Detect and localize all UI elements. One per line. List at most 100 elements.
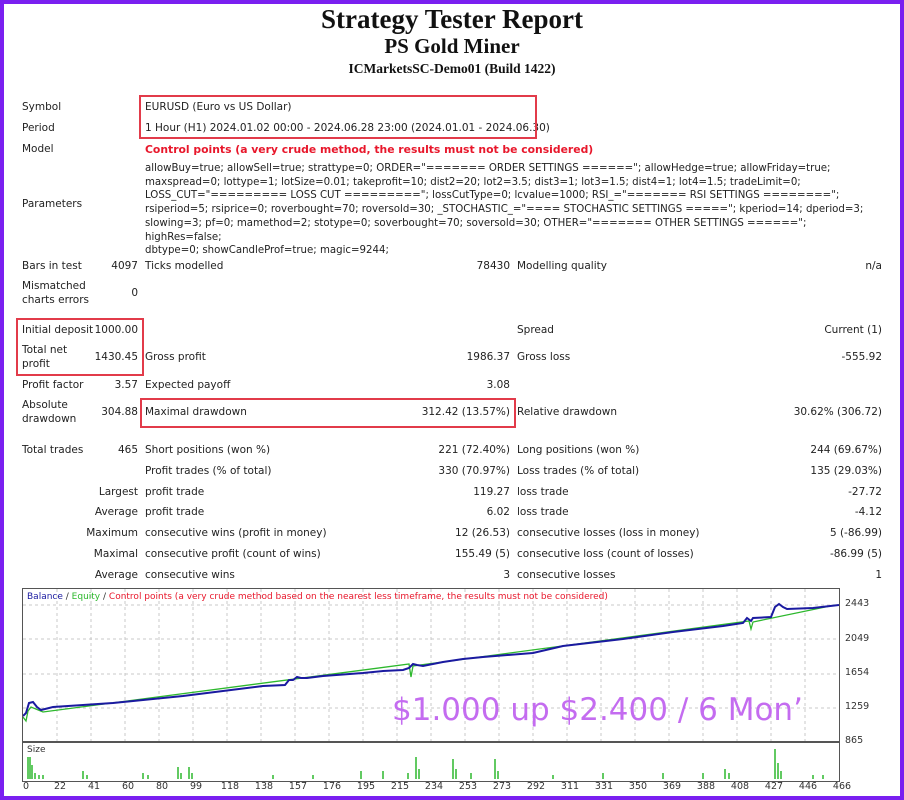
average-profit-value: 6.02	[486, 506, 510, 518]
profit-factor-value: 3.57	[114, 379, 138, 391]
x-tick-label: 292	[526, 781, 546, 792]
x-tick-label: 350	[628, 781, 648, 792]
avg-consecutive-losses-value: 1	[875, 569, 882, 581]
size-bars	[27, 749, 824, 779]
x-tick-label: 0	[22, 781, 30, 792]
x-tick-label: 41	[87, 781, 101, 792]
x-tick-label: 408	[730, 781, 750, 792]
profit-trades-value: 330 (70.97%)	[438, 465, 510, 477]
x-tick-label: 388	[696, 781, 716, 792]
largest-loss-label: loss trade	[517, 486, 569, 498]
y-tick-2443: 2443	[845, 598, 870, 609]
maximal-drawdown-label: Maximal drawdown	[145, 406, 247, 418]
balance-chart: Balance / Equity / Control points (a ver…	[22, 588, 840, 742]
model-label: Model	[22, 143, 54, 155]
ticks-modelled-value: 78430	[476, 260, 510, 272]
long-positions-value: 244 (69.67%)	[810, 444, 882, 456]
x-tick-label: 118	[220, 781, 240, 792]
gross-loss-label: Gross loss	[517, 351, 571, 363]
legend-equity: Equity	[71, 592, 101, 602]
profit-trades-label: Profit trades (% of total)	[145, 465, 272, 477]
x-tick-label: 446	[798, 781, 818, 792]
absolute-drawdown-label-2: drawdown	[22, 413, 77, 425]
largest-loss-value: -27.72	[848, 486, 882, 498]
symbol-period-highlight	[139, 95, 537, 139]
server-name: ICMarketsSC-Demo01 (Build 1422)	[348, 61, 556, 76]
avg-consecutive-losses-label: consecutive losses	[517, 569, 616, 581]
average-loss-value: -4.12	[854, 506, 882, 518]
parameters-line: allowBuy=true; allowSell=true; strattype…	[145, 163, 831, 174]
absolute-drawdown-value: 304.88	[101, 406, 138, 418]
loss-trades-label: Loss trades (% of total)	[517, 465, 640, 477]
x-tick-label: 99	[189, 781, 203, 792]
period-label: Period	[22, 122, 55, 134]
total-net-profit-label-2: profit	[22, 358, 50, 370]
max-drawdown-highlight	[140, 398, 516, 428]
balance-line	[23, 602, 839, 717]
x-tick-label: 176	[322, 781, 342, 792]
parameters-value: allowBuy=true; allowSell=true; strattype…	[145, 162, 885, 258]
parameters-line: dbtype=0; showCandleProf=true; magic=924…	[145, 245, 389, 257]
x-tick-label: 466	[832, 781, 852, 792]
parameters-line: rsiperiod=5; rsiprice=0; roverbought=70;…	[145, 204, 864, 216]
avg-consecutive-wins-label: consecutive wins	[145, 569, 235, 581]
average-loss-label: loss trade	[517, 506, 569, 518]
max-consecutive-losses-value: 5 (-86.99)	[829, 527, 882, 539]
maximal-consecutive-loss-label: consecutive loss (count of losses)	[517, 548, 694, 560]
x-tick-label: 234	[424, 781, 444, 792]
symbol-value: EURUSD (Euro vs US Dollar)	[145, 101, 292, 113]
size-panel: Size	[22, 741, 840, 782]
parameters-label: Parameters	[22, 198, 83, 210]
y-tick-2049: 2049	[845, 633, 870, 644]
relative-drawdown-value: 30.62% (306.72)	[793, 406, 882, 418]
symbol-label: Symbol	[22, 101, 62, 113]
x-tick-label: 195	[356, 781, 376, 792]
parameters-line: slowing=3; pf=0; mamethod=2; stotype=0; …	[145, 217, 807, 243]
x-tick-label: 60	[121, 781, 135, 792]
balance-chart-plot	[23, 589, 839, 741]
expected-payoff-value: 3.08	[486, 379, 510, 391]
period-value: 1 Hour (H1) 2024.01.02 00:00 - 2024.06.2…	[145, 122, 550, 134]
gross-loss-value: -555.92	[841, 351, 882, 363]
short-positions-value: 221 (72.40%)	[438, 444, 510, 456]
legend-control-points: Control points (a very crude method base…	[108, 592, 608, 602]
total-trades-label: Total trades	[22, 444, 84, 456]
maximum-label: Maximum	[86, 527, 138, 539]
size-label: Size	[27, 745, 46, 755]
chart-legend: Balance / Equity / Control points (a ver…	[27, 592, 608, 602]
x-tick-label: 369	[662, 781, 682, 792]
x-tick-label: 80	[155, 781, 169, 792]
mismatched-label-2: charts errors	[22, 294, 89, 306]
max-consecutive-wins-label: consecutive wins (profit in money)	[145, 527, 327, 539]
total-net-profit-label: Total net	[22, 344, 68, 356]
average-profit-label: profit trade	[145, 506, 205, 518]
maximal-label: Maximal	[93, 548, 138, 560]
largest-label: Largest	[98, 486, 138, 498]
average-label: Average	[94, 506, 138, 518]
mismatched-label: Mismatched	[22, 280, 86, 292]
max-consecutive-wins-value: 12 (26.53)	[455, 527, 510, 539]
largest-profit-value: 119.27	[473, 486, 510, 498]
x-tick-label: 157	[288, 781, 308, 792]
spread-value: Current (1)	[824, 324, 882, 336]
x-tick-label: 138	[254, 781, 274, 792]
expert-name: PS Gold Miner	[384, 34, 520, 58]
gross-profit-label: Gross profit	[145, 351, 206, 363]
short-positions-label: Short positions (won %)	[145, 444, 271, 456]
total-net-profit-value: 1430.45	[94, 351, 138, 363]
parameters-line: LOSS_CUT="========= LOSS CUT =========";…	[145, 190, 840, 202]
avg-label: Average	[94, 569, 138, 581]
largest-profit-label: profit trade	[145, 486, 205, 498]
long-positions-label: Long positions (won %)	[517, 444, 640, 456]
report-title: Strategy Tester Report	[321, 4, 583, 34]
modelling-quality-value: n/a	[865, 260, 882, 272]
gross-profit-value: 1986.37	[466, 351, 510, 363]
maximal-consecutive-profit-label: consecutive profit (count of wins)	[145, 548, 321, 560]
ticks-modelled-label: Ticks modelled	[145, 260, 224, 272]
bars-in-test-value: 4097	[111, 260, 138, 272]
legend-balance: Balance	[27, 592, 63, 602]
relative-drawdown-label: Relative drawdown	[517, 406, 618, 418]
loss-trades-value: 135 (29.03%)	[810, 465, 882, 477]
initial-deposit-label: Initial deposit	[22, 324, 94, 336]
spread-label: Spread	[517, 324, 554, 336]
